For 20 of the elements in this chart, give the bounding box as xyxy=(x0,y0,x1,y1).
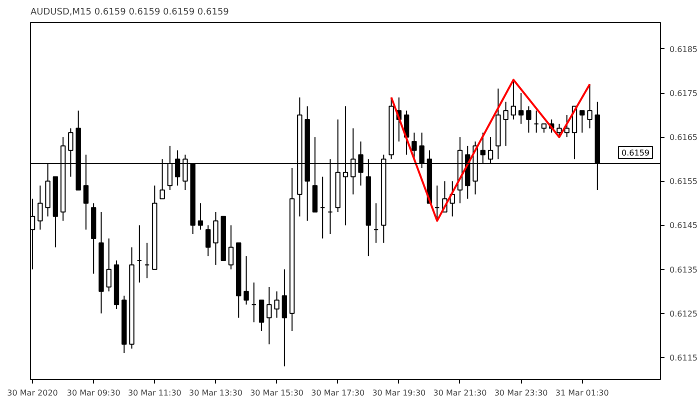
x-tick-label: 30 Mar 15:30 xyxy=(250,388,304,398)
x-tick-label: 30 Mar 21:30 xyxy=(433,388,487,398)
x-tick-label: 30 Mar 17:30 xyxy=(311,388,365,398)
x-tick-label: 30 Mar 2020 xyxy=(7,388,58,398)
y-tick-label: 0.6175 xyxy=(670,89,698,98)
x-tick-label: 30 Mar 19:30 xyxy=(372,388,426,398)
y-tick-label: 0.6185 xyxy=(670,44,698,54)
x-tick-label: 30 Mar 09:30 xyxy=(66,388,120,398)
x-tick-label: 31 Mar 01:30 xyxy=(555,388,609,398)
x-tick-label: 30 Mar 13:30 xyxy=(189,388,242,398)
y-tick-label: 0.6135 xyxy=(670,265,698,274)
chart-title: AUDUSD,M15 0.6159 0.6159 0.6159 0.6159 xyxy=(30,8,230,18)
y-tick-label: 0.6145 xyxy=(670,221,698,230)
y-tick-label: 0.6125 xyxy=(670,309,698,318)
y-tick-label: 0.6115 xyxy=(670,353,698,362)
y-tick-label: 0.6155 xyxy=(670,177,698,186)
y-tick-label: 0.6165 xyxy=(670,133,698,142)
ref-line-label: 0.6159 xyxy=(622,148,650,158)
x-tick-label: 30 Mar 11:30 xyxy=(128,388,182,398)
x-tick-label: 30 Mar 23:30 xyxy=(494,388,548,398)
